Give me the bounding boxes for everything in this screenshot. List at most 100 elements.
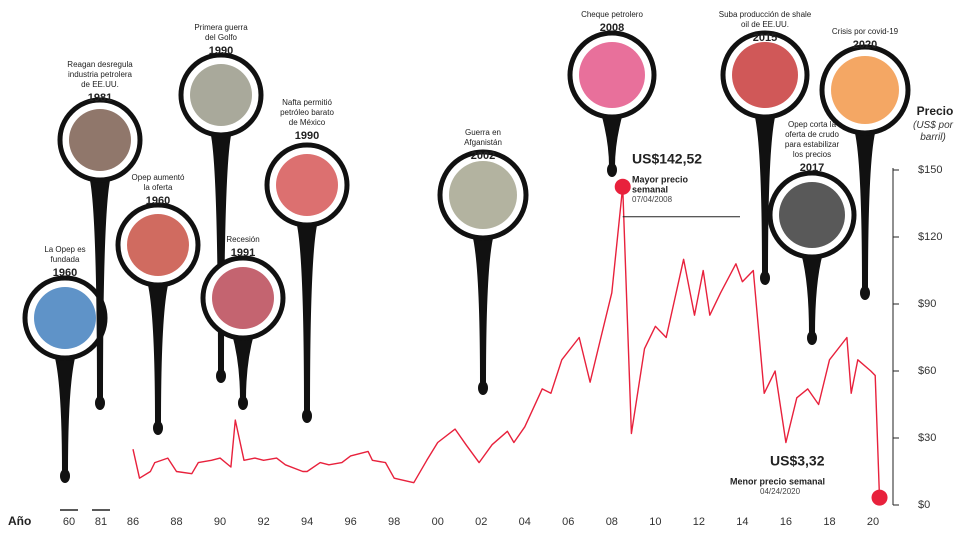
drip-drop [60, 469, 70, 483]
callout-year: 2020 [853, 39, 877, 51]
callout-year: 2008 [600, 22, 624, 34]
callout-text: Reagan desregula [67, 60, 133, 69]
drip-image [831, 56, 899, 124]
x-tick-label: 86 [127, 516, 139, 528]
callout-text: Opep corta la [788, 120, 837, 129]
drip-tail [754, 113, 776, 274]
callout-text: Cheque petrolero [581, 10, 643, 19]
callout-year: 1960 [53, 267, 77, 279]
y-tick-label: $30 [918, 432, 936, 444]
callout-text: la oferta [144, 183, 173, 192]
callout-text: Crisis por covid-19 [832, 27, 899, 36]
x-break-label: 60 [63, 516, 75, 528]
annotation-note: Menor precio semanal [730, 476, 825, 486]
callout-year: 1990 [209, 45, 233, 57]
x-tick-label: 16 [780, 516, 792, 528]
callout-text: Afganistán [464, 138, 502, 147]
drip-image [69, 109, 131, 171]
drip-drop [216, 369, 226, 383]
x-axis-title: Año [8, 514, 31, 528]
y-tick-label: $120 [918, 231, 942, 243]
drip-drop [238, 396, 248, 410]
callout-year: 2015 [753, 32, 777, 44]
drip-drop [478, 381, 488, 395]
drip-tail [801, 253, 823, 334]
drip-image [276, 154, 338, 216]
drip-image [190, 64, 252, 126]
x-tick-label: 02 [475, 516, 487, 528]
drip-image [579, 42, 645, 108]
x-tick-label: 12 [693, 516, 705, 528]
callout-text: del Golfo [205, 33, 238, 42]
x-tick-label: 96 [345, 516, 357, 528]
callout-text: petróleo barato [280, 108, 334, 117]
drip-tail [210, 131, 232, 372]
drip-drop [153, 421, 163, 435]
x-tick-label: 90 [214, 516, 226, 528]
callout-text: los precios [793, 150, 831, 159]
callout-text: de México [289, 118, 326, 127]
drip-tail [232, 334, 254, 399]
annotation-date: 07/04/2008 [632, 195, 673, 204]
annotation-label: US$142,52 [632, 151, 702, 167]
drip-tail [601, 113, 623, 166]
drip-drop [807, 331, 817, 345]
callout-year: 1981 [88, 92, 112, 104]
drip-image [127, 214, 189, 276]
x-tick-label: 20 [867, 516, 879, 528]
callout-text: Primera guerra [194, 23, 248, 32]
x-tick-label: 98 [388, 516, 400, 528]
callout-text: Guerra en [465, 128, 501, 137]
annotation-note: Mayor precio [632, 174, 689, 184]
drip-tail [296, 221, 318, 412]
drip-drop [860, 286, 870, 300]
price-line [132, 186, 881, 498]
drip-drop [302, 409, 312, 423]
drip-image [212, 267, 274, 329]
callout-year: 1960 [146, 195, 170, 207]
drip-tail [89, 176, 111, 399]
x-tick-label: 92 [257, 516, 269, 528]
x-tick-label: 06 [562, 516, 574, 528]
callout-year: 1990 [295, 130, 319, 142]
drip-tail [54, 354, 76, 472]
callout-year: 1991 [231, 247, 255, 259]
y-tick-label: $0 [918, 499, 930, 511]
drip-image [34, 287, 96, 349]
y-axis-unit: (US$ por barril) [912, 120, 953, 143]
drip-image [779, 182, 845, 248]
x-tick-label: 94 [301, 516, 313, 528]
callout-text: Suba producción de shale [719, 10, 812, 19]
callout-text: de EE.UU. [81, 80, 119, 89]
x-tick-label: 88 [170, 516, 182, 528]
callout-text: fundada [51, 255, 80, 264]
drip-drop [95, 396, 105, 410]
y-tick-label: $90 [918, 298, 936, 310]
annotation-dot [614, 178, 631, 195]
callout-text: Nafta permitió [282, 98, 332, 107]
y-axis-title: Precio [917, 104, 954, 118]
annotation-dot [871, 489, 888, 506]
x-tick-label: 04 [519, 516, 531, 528]
callout-text: La Opep es [44, 245, 85, 254]
drip-drop [760, 271, 770, 285]
callout-text: Recesión [226, 235, 259, 244]
callout-year: 2002 [471, 150, 495, 162]
x-tick-label: 08 [606, 516, 618, 528]
drip-tail [472, 234, 494, 384]
y-tick-label: $60 [918, 365, 936, 377]
drip-image [732, 42, 798, 108]
drip-drop [607, 163, 617, 177]
y-tick-label: $150 [918, 164, 942, 176]
drip-tail [854, 129, 876, 289]
x-tick-label: 10 [649, 516, 661, 528]
callout-text: Opep aumentó [132, 173, 185, 182]
callout-text: industria petrolera [68, 70, 133, 79]
callout-text: oil de EE.UU. [741, 20, 789, 29]
x-tick-label: 00 [432, 516, 444, 528]
callout-text: para estabilizar [785, 140, 840, 149]
x-tick-label: 14 [736, 516, 748, 528]
callout-text: oferta de crudo [785, 130, 839, 139]
x-tick-label: 18 [823, 516, 835, 528]
drip-tail [147, 281, 169, 424]
